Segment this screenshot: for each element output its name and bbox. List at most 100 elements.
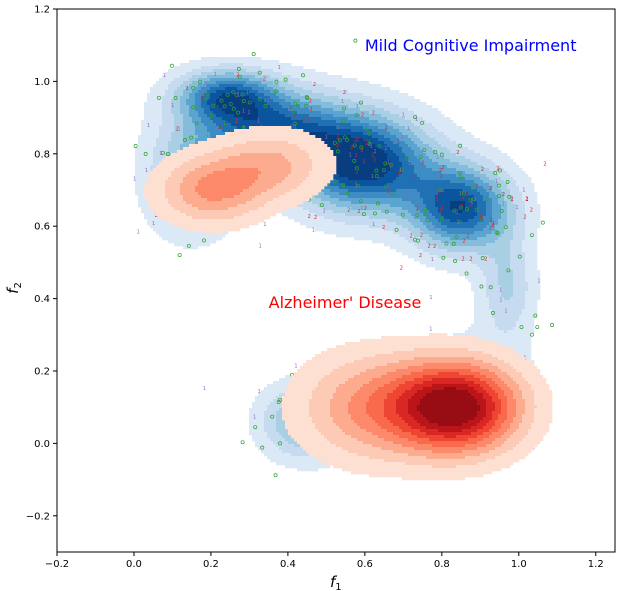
density-cell <box>306 81 310 85</box>
density-cell <box>234 102 238 106</box>
density-cell <box>333 81 337 85</box>
density-cell <box>162 87 166 91</box>
density-cell <box>144 198 148 202</box>
density-cell <box>348 123 352 127</box>
density-cell <box>264 420 268 424</box>
density-cell <box>288 444 292 448</box>
density-cell <box>321 228 325 232</box>
density-cell <box>318 114 322 118</box>
density-cell <box>267 387 271 391</box>
density-cell <box>240 93 244 97</box>
density-cell <box>153 213 157 217</box>
density-cell <box>339 183 343 187</box>
density-cell <box>162 237 166 241</box>
density-cell <box>150 135 154 139</box>
density-cell <box>345 90 349 94</box>
density-cell <box>252 96 256 100</box>
density-cell <box>282 438 286 442</box>
density-cell <box>276 456 280 460</box>
density-cell <box>339 147 343 151</box>
density-cell <box>255 84 259 88</box>
density-cell <box>270 78 274 82</box>
density-cell <box>270 102 274 106</box>
density-cell <box>330 114 334 118</box>
density-cell <box>288 93 292 97</box>
density-cell <box>189 234 193 238</box>
density-cell <box>264 84 268 88</box>
density-cell <box>195 132 199 136</box>
density-cell <box>162 120 166 124</box>
density-cell <box>264 453 268 457</box>
density-cell <box>252 105 256 109</box>
density-cell <box>276 417 280 421</box>
density-cell <box>273 84 277 88</box>
density-cell <box>288 459 292 463</box>
density-cell <box>180 132 184 136</box>
density-cell <box>216 105 220 109</box>
density-cell <box>339 132 343 136</box>
density-cell <box>258 432 262 436</box>
density-cell <box>330 87 334 91</box>
density-cell <box>336 198 340 202</box>
density-cell <box>279 441 283 445</box>
density-cell <box>210 111 214 115</box>
density-cell <box>312 216 316 220</box>
density-cell <box>249 429 253 433</box>
density-cell <box>150 150 154 154</box>
density-cell <box>198 96 202 100</box>
density-cell <box>321 81 325 85</box>
density-cell <box>273 90 277 94</box>
density-cell <box>156 153 160 157</box>
density-cell <box>189 60 193 64</box>
density-cell <box>312 219 316 223</box>
density-cell <box>138 174 142 178</box>
density-cell <box>285 93 289 97</box>
density-cell <box>357 207 361 211</box>
density-cell <box>300 450 304 454</box>
density-cell <box>312 198 316 202</box>
density-cell <box>138 177 142 181</box>
density-cell <box>351 234 355 238</box>
density-cell <box>201 120 205 124</box>
density-cell <box>276 387 280 391</box>
density-cell <box>168 105 172 109</box>
density-cell <box>279 420 283 424</box>
density-cell <box>258 69 262 73</box>
density-cell <box>270 105 274 109</box>
density-cell <box>222 117 226 121</box>
density-cell <box>282 63 286 67</box>
density-cell <box>306 120 310 124</box>
density-cell <box>336 234 340 238</box>
density-cell <box>273 432 277 436</box>
density-cell <box>198 87 202 91</box>
density-cell <box>309 84 313 88</box>
density-cell <box>186 99 190 103</box>
density-cell <box>198 243 202 247</box>
density-cell <box>243 111 247 115</box>
density-cell <box>327 225 331 229</box>
density-cell <box>303 222 307 226</box>
density-cell <box>348 201 352 205</box>
density-cell <box>267 102 271 106</box>
density-cell <box>204 69 208 73</box>
density-cell <box>153 105 157 109</box>
density-cell <box>177 78 181 82</box>
density-cell <box>219 81 223 85</box>
density-cell <box>297 66 301 70</box>
density-cell <box>297 210 301 214</box>
density-cell <box>345 234 349 238</box>
density-cell <box>294 117 298 121</box>
density-cell <box>312 210 316 214</box>
density-cell <box>189 93 193 97</box>
density-cell <box>264 408 268 412</box>
density-cell <box>222 81 226 85</box>
density-cell <box>195 66 199 70</box>
density-cell <box>246 105 250 109</box>
density-cell <box>246 57 250 61</box>
density-cell <box>216 108 220 112</box>
density-cell <box>168 123 172 127</box>
density-cell <box>354 234 358 238</box>
density-cell <box>342 219 346 223</box>
density-cell <box>180 135 184 139</box>
density-cell <box>183 246 187 250</box>
